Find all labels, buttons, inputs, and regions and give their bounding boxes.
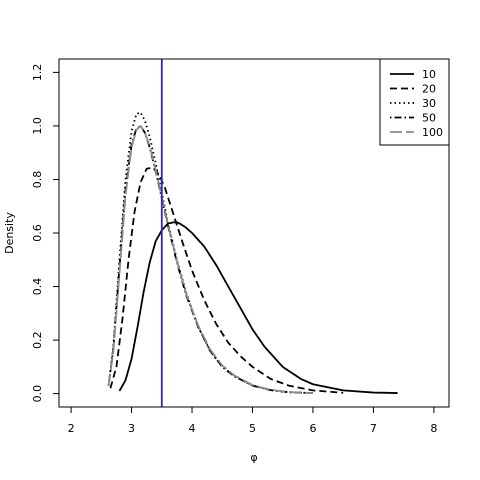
y-tick-label: 1.2 <box>31 64 44 82</box>
series-layer <box>107 111 398 394</box>
legend-label-30: 30 <box>422 97 436 110</box>
legend-label-20: 20 <box>422 83 436 96</box>
y-tick-label: 0.4 <box>31 278 44 296</box>
x-tick-label: 7 <box>370 422 377 435</box>
y-tick-label: 0.8 <box>31 171 44 189</box>
series-line-10 <box>118 221 398 394</box>
x-tick-label: 3 <box>128 422 135 435</box>
y-tick-label: 0.2 <box>31 331 44 349</box>
y-tick-label: 1.0 <box>31 117 44 135</box>
x-tick-label: 4 <box>189 422 196 435</box>
series-line-100 <box>107 125 313 394</box>
y-tick-label: 0.6 <box>31 224 44 242</box>
x-tick-label: 6 <box>309 422 316 435</box>
y-axis-label: Density <box>3 212 16 254</box>
legend-label-10: 10 <box>422 68 436 81</box>
legend-label-100: 100 <box>422 126 443 139</box>
x-tick-label: 2 <box>68 422 75 435</box>
y-axis: 0.0 0.2 0.4 0.6 0.8 1.0 1.2 <box>31 64 60 403</box>
series-line-20 <box>109 166 344 394</box>
legend-label-50: 50 <box>422 112 436 125</box>
x-tick-label: 5 <box>249 422 256 435</box>
x-axis-label: φ <box>250 451 257 464</box>
x-tick-label: 8 <box>430 422 437 435</box>
y-tick-label: 0.0 <box>31 385 44 403</box>
x-axis: 2 3 4 5 6 7 8 <box>68 406 437 435</box>
